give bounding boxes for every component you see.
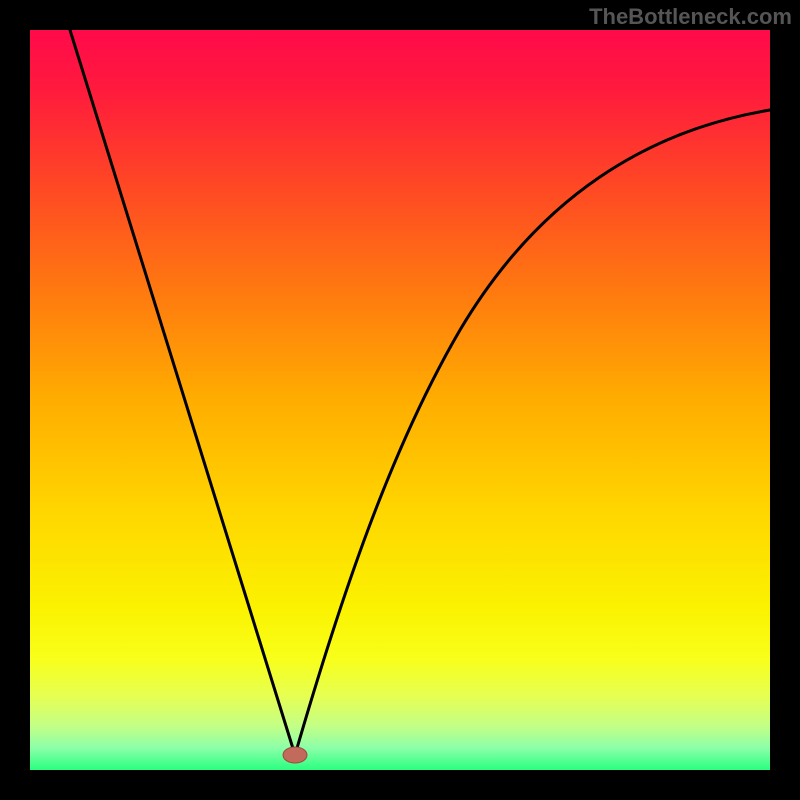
bottleneck-curve-chart xyxy=(30,30,770,770)
optimal-point-marker xyxy=(283,747,307,763)
gradient-background xyxy=(30,30,770,770)
watermark-text: TheBottleneck.com xyxy=(589,4,792,30)
chart-frame: TheBottleneck.com xyxy=(0,0,800,800)
plot-area xyxy=(30,30,770,770)
